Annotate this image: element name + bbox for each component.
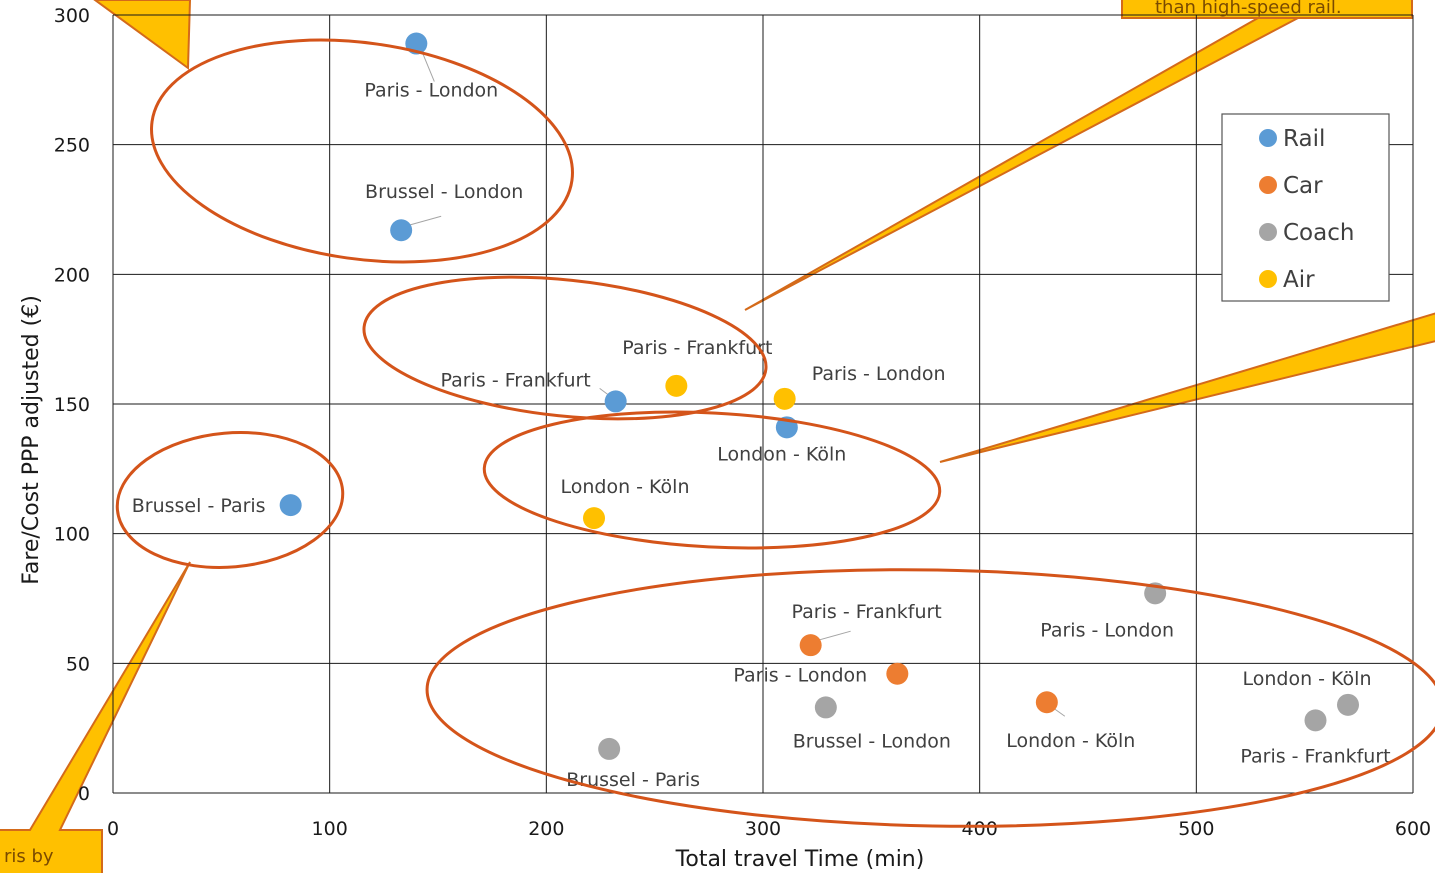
point-coach bbox=[598, 737, 621, 760]
callout-right-tail bbox=[939, 312, 1435, 463]
callout-top-right-tail bbox=[744, 17, 1299, 311]
y-tick-label: 50 bbox=[66, 653, 90, 675]
highlight-ellipse-rail-london bbox=[150, 38, 574, 264]
point-rail bbox=[279, 494, 302, 517]
point-label: Paris - London bbox=[1040, 619, 1174, 641]
x-tick-label: 400 bbox=[962, 818, 998, 840]
legend-label-air: Air bbox=[1283, 267, 1315, 293]
legend-marker-rail bbox=[1259, 129, 1277, 147]
point-labels: Paris - London Brussel - London Paris - Fr… bbox=[132, 80, 1391, 791]
leader-line bbox=[405, 215, 442, 227]
point-label: London - Köln bbox=[717, 443, 846, 465]
point-label: Paris - Frankfurt bbox=[622, 337, 772, 359]
legend-marker-air bbox=[1259, 270, 1277, 288]
y-tick-label: 250 bbox=[54, 135, 90, 157]
point-label: Brussel - Paris bbox=[132, 495, 266, 517]
y-tick-label: 300 bbox=[54, 5, 90, 27]
point-air bbox=[583, 507, 605, 530]
point-label: London - Köln bbox=[1006, 730, 1135, 752]
x-axis-title: Total travel Time (min) bbox=[675, 847, 925, 872]
point-label: London - Köln bbox=[560, 476, 689, 498]
leader-line bbox=[814, 630, 851, 642]
highlight-ellipse-frankfurt bbox=[362, 275, 768, 421]
callout-bottom-left bbox=[0, 561, 191, 873]
callout-text-bottom-left: ris by bbox=[4, 846, 54, 867]
callout-text-top-right: than high-speed rail. bbox=[1155, 0, 1342, 18]
point-car bbox=[1035, 691, 1058, 714]
y-tick-labels: 0 50 100 150 200 250 300 bbox=[54, 5, 90, 805]
data-points bbox=[279, 32, 1359, 760]
legend-items: Rail Car Coach Air bbox=[1259, 126, 1354, 293]
y-axis-title: Fare/Cost PPP adjusted (€) bbox=[19, 295, 44, 585]
y-tick-label: 150 bbox=[54, 394, 90, 416]
legend: Rail Car Coach Air bbox=[1221, 113, 1390, 302]
point-air bbox=[665, 374, 688, 397]
legend-marker-car bbox=[1259, 176, 1277, 194]
x-tick-label: 200 bbox=[528, 818, 564, 840]
highlight-ellipses bbox=[115, 38, 1435, 828]
point-coach bbox=[1337, 693, 1359, 716]
legend-label-coach: Coach bbox=[1283, 220, 1354, 246]
point-car bbox=[886, 662, 909, 685]
callout-top-right-box bbox=[1121, 0, 1413, 19]
callout-top-left bbox=[93, 0, 192, 70]
point-label: Brussel - Paris bbox=[566, 769, 700, 791]
point-label: Paris - Frankfurt bbox=[792, 601, 942, 623]
point-air bbox=[773, 387, 796, 410]
highlight-ellipse-road bbox=[425, 568, 1435, 828]
y-tick-label: 0 bbox=[78, 783, 90, 805]
legend-label-car: Car bbox=[1283, 173, 1323, 199]
legend-label-rail: Rail bbox=[1283, 126, 1325, 152]
point-label: Paris - London bbox=[364, 80, 498, 102]
legend-box bbox=[1221, 113, 1390, 302]
highlight-ellipse-koln bbox=[482, 410, 942, 550]
x-tick-label: 600 bbox=[1395, 818, 1431, 840]
x-tick-label: 0 bbox=[107, 818, 119, 840]
point-coach bbox=[1304, 709, 1327, 732]
point-label: Brussel - London bbox=[793, 730, 951, 752]
legend-marker-coach bbox=[1259, 223, 1277, 241]
highlight-ellipse-brussel-paris bbox=[115, 431, 345, 569]
point-rail bbox=[390, 219, 413, 242]
x-tick-label: 100 bbox=[312, 818, 348, 840]
y-tick-label: 200 bbox=[54, 264, 90, 286]
point-label: Paris - London bbox=[733, 665, 867, 687]
point-coach bbox=[814, 696, 837, 719]
x-tick-labels: 0 100 200 300 400 500 600 bbox=[107, 818, 1431, 840]
x-tick-label: 500 bbox=[1178, 818, 1214, 840]
point-label: London - Köln bbox=[1242, 668, 1371, 690]
point-rail bbox=[604, 390, 627, 413]
y-tick-label: 100 bbox=[54, 524, 90, 546]
point-label: Paris - Frankfurt bbox=[441, 369, 591, 391]
point-label: Brussel - London bbox=[365, 181, 523, 203]
point-label: Paris - Frankfurt bbox=[1240, 745, 1390, 767]
x-tick-label: 300 bbox=[745, 818, 781, 840]
point-label: Paris - London bbox=[812, 363, 946, 385]
point-car bbox=[799, 634, 822, 657]
grid-lines bbox=[112, 14, 1414, 794]
